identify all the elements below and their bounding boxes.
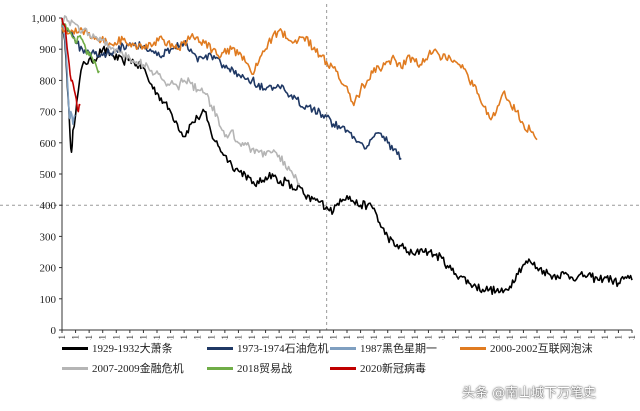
- legend-swatch: [207, 366, 233, 370]
- x-tick-label: 161: [166, 335, 176, 340]
- legend-item: 2020新冠病毒: [330, 360, 426, 376]
- series-line: [61, 20, 100, 74]
- legend-label: 2018贸易战: [237, 363, 292, 375]
- series-line: [61, 17, 633, 295]
- x-tick-label: 581: [451, 335, 461, 340]
- x-tick-label: 61: [98, 335, 108, 340]
- y-tick-label: 0: [51, 325, 57, 337]
- x-tick-label: 101: [125, 335, 135, 340]
- x-tick-label: 1: [57, 335, 67, 340]
- y-tick-label: 400: [40, 200, 57, 212]
- x-tick-label: 561: [437, 335, 447, 340]
- x-tick-label: 301: [261, 335, 271, 340]
- x-tick-label: 361: [301, 335, 311, 340]
- x-tick-label: 681: [518, 335, 528, 340]
- x-tick-label: 601: [464, 335, 474, 340]
- x-tick-label: 141: [152, 335, 162, 340]
- x-tick-label: 201: [193, 335, 203, 340]
- x-tick-label: 341: [288, 335, 298, 340]
- y-tick-label: 500: [40, 169, 57, 181]
- x-tick-label: 381: [315, 335, 325, 340]
- reference-lines: [0, 4, 640, 330]
- series-line: [61, 17, 402, 160]
- x-tick-label: 801: [600, 335, 610, 340]
- y-tick-label: 800: [40, 75, 57, 87]
- x-tick-label: 401: [328, 335, 338, 340]
- x-tick-label: 321: [274, 335, 284, 340]
- legend: 1929-1932大萧条 1973-1974石油危机 1987黑色星期一 2000-2…: [62, 340, 640, 400]
- x-tick-label: 421: [342, 335, 352, 340]
- legend-item: 1973-1974石油危机: [207, 340, 329, 356]
- legend-label: 2000-2002互联网泡沫: [490, 343, 593, 355]
- legend-item: 1929-1932大萧条: [62, 340, 173, 356]
- legend-swatch: [62, 346, 88, 350]
- legend-label: 1973-1974石油危机: [237, 343, 329, 355]
- x-tick-label: 241: [220, 335, 230, 340]
- series-line: [61, 17, 76, 125]
- x-tick-label: 501: [396, 335, 406, 340]
- x-tick-label: 661: [505, 335, 515, 340]
- x-tick-label: 781: [586, 335, 596, 340]
- x-tick-label: 281: [247, 335, 257, 340]
- legend-label: 1929-1932大萧条: [92, 343, 173, 355]
- legend-item: 2018贸易战: [207, 360, 292, 376]
- legend-swatch: [207, 346, 233, 350]
- x-tick-label: 621: [478, 335, 488, 340]
- y-tick-label: 600: [40, 138, 57, 150]
- legend-label: 1987黑色星期一: [360, 343, 437, 355]
- series-line: [61, 17, 81, 113]
- y-tick-label: 700: [40, 107, 57, 119]
- x-tick-label: 641: [491, 335, 501, 340]
- series-line: [61, 15, 301, 186]
- x-tick-label: 541: [423, 335, 433, 340]
- x-tick-label: 721: [546, 335, 556, 340]
- x-tick-label: 121: [138, 335, 148, 340]
- x-tick-label: 741: [559, 335, 569, 340]
- x-tick-label: 81: [111, 335, 121, 340]
- x-tick-label: 521: [410, 335, 420, 340]
- y-tick-label: 1,000: [31, 13, 56, 25]
- legend-label: 2020新冠病毒: [360, 363, 426, 375]
- legend-swatch: [62, 366, 88, 370]
- x-tick-label: 821: [613, 335, 623, 340]
- legend-swatch: [330, 366, 356, 370]
- y-tick-label: 100: [40, 294, 57, 306]
- legend-item: 2000-2002互联网泡沫: [460, 340, 593, 356]
- x-tick-label: 481: [383, 335, 393, 340]
- x-tick-label: 181: [179, 335, 189, 340]
- x-tick-label: 461: [369, 335, 379, 340]
- watermark-text: 头条 @南山城下万笔史: [462, 386, 597, 401]
- x-tick-label: 441: [356, 335, 366, 340]
- x-tick-label: 701: [532, 335, 542, 340]
- series-lines: [61, 15, 633, 295]
- legend-swatch: [460, 346, 486, 350]
- legend-item: 1987黑色星期一: [330, 340, 437, 356]
- legend-label: 2007-2009金融危机: [92, 363, 184, 375]
- x-tick-label: 221: [206, 335, 216, 340]
- y-tick-label: 300: [40, 231, 57, 243]
- legend-swatch: [330, 346, 356, 350]
- legend-item: 2007-2009金融危机: [62, 360, 184, 376]
- y-tick-label: 200: [40, 263, 57, 275]
- x-tick-label: 21: [71, 335, 81, 340]
- x-tick-label: 261: [233, 335, 243, 340]
- y-tick-label: 900: [40, 44, 57, 56]
- series-line: [61, 27, 538, 141]
- x-tick-label: 841: [627, 335, 637, 340]
- x-tick-label: 41: [84, 335, 94, 340]
- x-tick-label: 761: [573, 335, 583, 340]
